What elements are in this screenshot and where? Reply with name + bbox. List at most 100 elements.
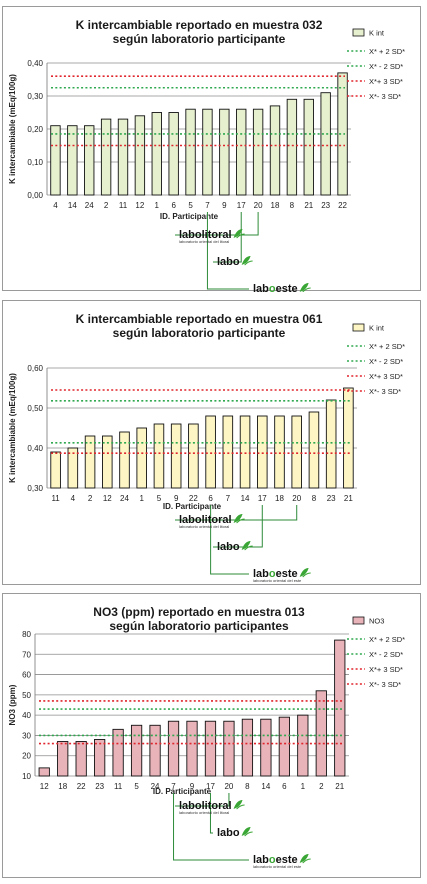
legend-swatch bbox=[352, 28, 365, 37]
x-tick-label: 7 bbox=[205, 201, 210, 210]
x-tick-label: 9 bbox=[174, 494, 179, 503]
legend-ref-label: X*- 3 SD* bbox=[369, 680, 401, 689]
bar-4 bbox=[67, 447, 79, 489]
x-tick-label: 11 bbox=[51, 494, 60, 503]
leaf-logo-icon bbox=[299, 283, 311, 292]
bar-1 bbox=[151, 112, 162, 196]
lab-logo: labo bbox=[217, 541, 253, 553]
legend-ref-label: X* - 2 SD* bbox=[369, 62, 403, 71]
legend: NO3 X* + 2 SD* X* - 2 SD* X*+ 3 SD* X*- 3 SD… bbox=[347, 617, 405, 689]
y-tick-label: 0,40 bbox=[27, 59, 43, 68]
bar-18 bbox=[57, 741, 69, 777]
x-tick-label: 12 bbox=[40, 782, 49, 791]
x-tick-label: 17 bbox=[237, 201, 246, 210]
chart-svg: K intercambiable reportado en muestra 03… bbox=[8, 18, 405, 292]
chart-title-line: NO3 (ppm) reportado en muestra 013 bbox=[93, 605, 305, 619]
y-tick-label: 60 bbox=[22, 671, 31, 680]
chart-title-line: K intercambiable reportado en muestra 06… bbox=[76, 312, 323, 326]
lab-logo-tagline: laboratorio oriental del este bbox=[253, 864, 302, 869]
bar-2 bbox=[84, 435, 96, 489]
x-tick-label: 9 bbox=[190, 782, 195, 791]
x-tick-label: 21 bbox=[335, 782, 344, 791]
bar-12 bbox=[102, 435, 113, 489]
x-tick-label: 17 bbox=[258, 494, 267, 503]
bar-12 bbox=[38, 767, 50, 777]
y-tick-label: 0,30 bbox=[27, 484, 43, 493]
lab-logo-tagline: laboratorio oriental del este bbox=[253, 578, 302, 583]
lab-logo: labo bbox=[217, 827, 253, 839]
legend: K int X* + 2 SD* X* - 2 SD* X*+ 3 SD* X*- 3 … bbox=[347, 28, 405, 101]
bar-11 bbox=[117, 118, 129, 196]
leaf-logo-icon bbox=[299, 854, 311, 864]
x-tick-label: 20 bbox=[292, 494, 301, 503]
x-tick-label: 21 bbox=[344, 494, 353, 503]
x-tick-label: 24 bbox=[151, 782, 160, 791]
bar-12 bbox=[134, 115, 146, 196]
lab-logo-name: labo bbox=[217, 256, 240, 268]
x-tick-label: 8 bbox=[245, 782, 250, 791]
bar-21 bbox=[343, 387, 354, 489]
bar-23 bbox=[320, 92, 331, 196]
bar-21 bbox=[334, 639, 346, 777]
lab-logo-tagline: laboratorio oriental del litoral bbox=[179, 524, 229, 529]
leaf-logo-icon bbox=[233, 514, 245, 524]
lab-logo-name: laboeste bbox=[253, 854, 298, 866]
y-tick-label: 50 bbox=[22, 691, 31, 700]
bar-24 bbox=[84, 125, 95, 196]
x-tick-label: 2 bbox=[104, 201, 109, 210]
bar-6 bbox=[168, 112, 179, 196]
y-tick-label: 80 bbox=[22, 630, 31, 639]
bar-5 bbox=[153, 423, 165, 489]
x-tick-label: 1 bbox=[139, 494, 144, 503]
legend-ref-label: X*+ 3 SD* bbox=[369, 665, 403, 674]
x-tick-label: 22 bbox=[189, 494, 198, 503]
lab-logo-name: labo bbox=[217, 541, 240, 553]
y-tick-label: 0,20 bbox=[27, 125, 43, 134]
lab-logo-tagline: laboratorio oriental del litoral bbox=[179, 810, 229, 815]
bar-14 bbox=[239, 415, 251, 489]
y-tick-label: 70 bbox=[22, 650, 31, 659]
x-tick-label: 4 bbox=[53, 201, 58, 210]
y-tick-label: 0,50 bbox=[27, 404, 43, 413]
bar-1 bbox=[297, 714, 309, 777]
bar-20 bbox=[223, 720, 235, 777]
x-tick-label: 14 bbox=[241, 494, 250, 503]
leaf-logo-icon bbox=[299, 568, 311, 578]
x-tick-label: 1 bbox=[301, 782, 306, 791]
x-tick-label: 7 bbox=[171, 782, 176, 791]
bar-2 bbox=[100, 118, 112, 196]
connector-line-6 bbox=[210, 505, 249, 575]
legend-ref-label: X*+ 3 SD* bbox=[369, 77, 403, 86]
bar-20 bbox=[252, 108, 264, 196]
y-axis-title: NO3 (ppm) bbox=[8, 684, 17, 725]
bar-18 bbox=[269, 105, 281, 196]
bar-8 bbox=[308, 411, 320, 489]
chart-title-line: según laboratorio participante bbox=[113, 32, 286, 46]
y-axis-title: K intercambiable (mEq/100g) bbox=[8, 74, 17, 184]
x-tick-label: 23 bbox=[327, 494, 336, 503]
x-tick-label: 21 bbox=[304, 201, 313, 210]
lab-logo-tagline: laboratorio oriental del litoral bbox=[179, 239, 229, 244]
legend-ref-label: X* - 2 SD* bbox=[369, 357, 403, 366]
chart-svg: K intercambiable reportado en muestra 06… bbox=[8, 312, 405, 583]
connector-line-7 bbox=[206, 212, 249, 290]
leaf-logo-icon bbox=[233, 800, 245, 810]
bar-7 bbox=[167, 720, 180, 777]
lab-logo-name: labolitoral bbox=[179, 800, 232, 812]
x-tick-label: 8 bbox=[312, 494, 317, 503]
x-axis-title: ID. Participante bbox=[163, 502, 222, 511]
y-tick-label: 0,30 bbox=[27, 92, 43, 101]
lab-logo: labo bbox=[217, 256, 253, 268]
connector-line-17 bbox=[213, 505, 263, 548]
x-tick-label: 14 bbox=[261, 782, 270, 791]
lab-logo-name: labolitoral bbox=[179, 229, 232, 241]
bar-22 bbox=[337, 72, 348, 196]
legend-ref-label: X* + 2 SD* bbox=[369, 635, 405, 644]
x-tick-label: 5 bbox=[134, 782, 139, 791]
lab-logo-name: labo bbox=[217, 827, 240, 839]
legend-series-label: K int bbox=[369, 324, 385, 333]
